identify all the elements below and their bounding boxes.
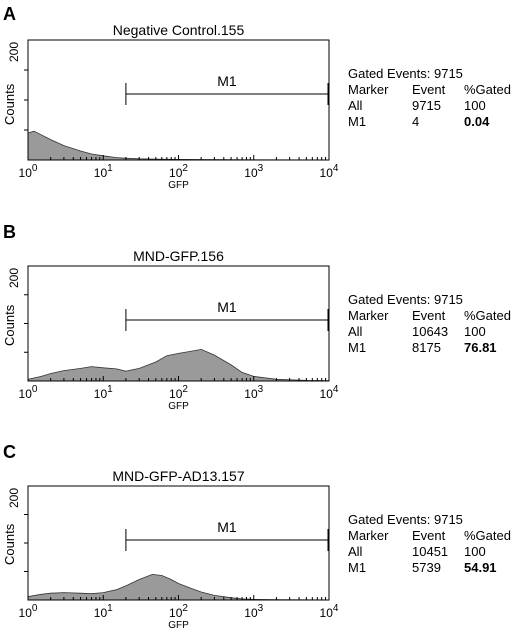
stats-cell: All xyxy=(348,324,363,339)
marker-label: M1 xyxy=(217,73,237,89)
x-tick-label: 101 xyxy=(94,163,113,180)
panel-a: A Negative Control.155 Counts 200 100 101 102 1… xyxy=(2,4,511,191)
y-tick-label: 200 xyxy=(7,42,21,62)
stats-cell: 10451 xyxy=(412,544,448,559)
stats-header: Marker xyxy=(348,308,389,323)
x-tick-label: 102 xyxy=(169,384,188,401)
x-tick-label: 101 xyxy=(94,384,113,401)
x-tick-label: 104 xyxy=(320,384,339,401)
stats-cell: 0.04 xyxy=(464,114,490,129)
stats-cell: 8175 xyxy=(412,340,441,355)
y-axis-label: Counts xyxy=(2,304,17,346)
stats-header: %Gated xyxy=(464,528,511,543)
x-axis-label: GFP xyxy=(168,401,189,412)
panel-letter: A xyxy=(3,4,16,24)
gated-events: Gated Events: 9715 xyxy=(348,66,463,81)
y-tick-label: 200 xyxy=(7,268,21,288)
stats-cell: 54.91 xyxy=(464,560,497,575)
y-tick-label: 200 xyxy=(7,488,21,508)
stats-cell: 9715 xyxy=(412,98,441,113)
stats-header: Marker xyxy=(348,528,389,543)
x-tick-label: 103 xyxy=(244,163,263,180)
stats-cell: 5739 xyxy=(412,560,441,575)
plot-frame xyxy=(27,485,330,601)
stats-cell: 100 xyxy=(464,544,486,559)
stats-cell: M1 xyxy=(348,340,366,355)
chart-title: Negative Control.155 xyxy=(113,22,245,38)
panel-b: B MND-GFP.156 Counts 200 100 101 102 103 104 GFP M… xyxy=(2,222,511,412)
chart-title: MND-GFP.156 xyxy=(133,248,224,264)
stats-header: Event xyxy=(412,308,446,323)
x-tick-label: 103 xyxy=(244,603,263,620)
panel-letter: B xyxy=(3,222,16,242)
stats-cell: All xyxy=(348,98,363,113)
panel-c: C MND-GFP-AD13.157 Counts 200 100 101 102 103 10… xyxy=(2,442,511,631)
chart-title: MND-GFP-AD13.157 xyxy=(112,468,244,484)
stats-cell: 4 xyxy=(412,114,419,129)
stats-cell: 76.81 xyxy=(464,340,497,355)
y-axis-label: Counts xyxy=(2,523,17,565)
x-tick-label: 100 xyxy=(19,163,38,180)
x-tick-label: 104 xyxy=(320,163,339,180)
stats-cell: All xyxy=(348,544,363,559)
stats-header: Event xyxy=(412,82,446,97)
marker-label: M1 xyxy=(217,519,237,535)
gated-events: Gated Events: 9715 xyxy=(348,512,463,527)
stats-header: %Gated xyxy=(464,82,511,97)
y-axis-label: Counts xyxy=(2,83,17,125)
x-tick-label: 100 xyxy=(19,603,38,620)
x-tick-label: 104 xyxy=(320,603,339,620)
stats-cell: M1 xyxy=(348,560,366,575)
stats-cell: M1 xyxy=(348,114,366,129)
x-tick-label: 102 xyxy=(169,163,188,180)
stats-cell: 10643 xyxy=(412,324,448,339)
gated-events: Gated Events: 9715 xyxy=(348,292,463,307)
x-tick-label: 101 xyxy=(94,603,113,620)
x-axis-label: GFP xyxy=(168,180,189,191)
stats-cell: 100 xyxy=(464,98,486,113)
x-tick-label: 100 xyxy=(19,384,38,401)
stats-cell: 100 xyxy=(464,324,486,339)
marker-label: M1 xyxy=(217,299,237,315)
panel-letter: C xyxy=(3,442,16,462)
x-tick-label: 102 xyxy=(169,603,188,620)
x-axis-label: GFP xyxy=(168,620,189,631)
stats-header: %Gated xyxy=(464,308,511,323)
plot-frame xyxy=(27,39,330,161)
x-tick-label: 103 xyxy=(244,384,263,401)
stats-header: Event xyxy=(412,528,446,543)
stats-header: Marker xyxy=(348,82,389,97)
